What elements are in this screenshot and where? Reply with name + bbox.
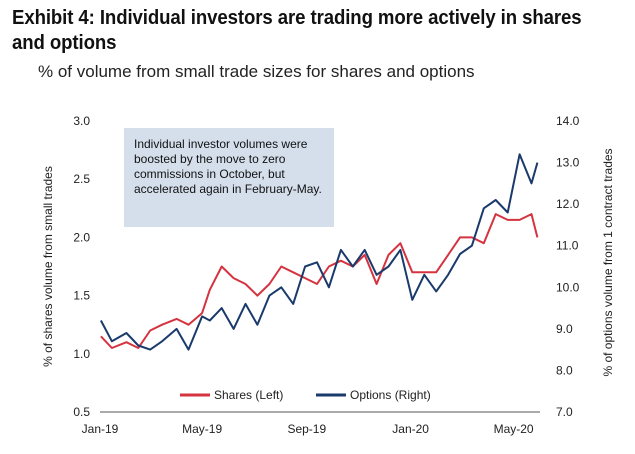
y-right-tick-label: 9.0 (556, 322, 573, 336)
y-left-tick-label: 1.0 (73, 347, 90, 361)
series-shares-line (100, 213, 539, 349)
annotation-box: Individual investor volumes were boosted… (124, 128, 334, 227)
y-left-axis-title: % of shares volume from small trades (41, 166, 55, 367)
y-left-tick-label: 1.5 (73, 289, 90, 303)
y-right-tick-label: 11.0 (556, 239, 579, 253)
y-left-tick-label: 2.0 (73, 230, 90, 244)
y-right-tick-label: 13.0 (556, 156, 580, 170)
page-subtitle: % of volume from small trade sizes for s… (38, 62, 475, 81)
x-tick-label: May-20 (494, 422, 534, 436)
y-right-tick-label: 12.0 (556, 197, 580, 211)
x-tick-label: May-19 (182, 422, 222, 436)
legend-label-options: Options (Right) (350, 388, 431, 402)
y-right-tick-label: 10.0 (556, 280, 580, 294)
x-tick-label: Jan-19 (82, 422, 119, 436)
page-title: Exhibit 4: Individual investors are trad… (12, 7, 582, 54)
y-left-tick-label: 3.0 (73, 114, 90, 128)
y-left-tick-label: 0.5 (73, 405, 90, 419)
x-tick-label: Sep-19 (287, 422, 326, 436)
y-right-tick-label: 7.0 (556, 405, 573, 419)
y-right-tick-label: 14.0 (556, 114, 580, 128)
y-right-axis-title: % of options volume from 1 contract trad… (601, 148, 615, 376)
series-options-line (100, 153, 539, 351)
y-right-tick-label: 8.0 (556, 363, 573, 377)
y-left-tick-label: 2.5 (73, 172, 90, 186)
legend-label-shares: Shares (Left) (214, 388, 283, 402)
x-tick-label: Jan-20 (392, 422, 429, 436)
